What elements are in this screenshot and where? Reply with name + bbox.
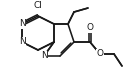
Text: Cl: Cl xyxy=(34,0,42,10)
Text: O: O xyxy=(96,50,103,58)
Text: N: N xyxy=(41,51,47,61)
Text: N: N xyxy=(19,37,25,46)
Text: O: O xyxy=(86,24,93,32)
Text: N: N xyxy=(19,20,25,29)
